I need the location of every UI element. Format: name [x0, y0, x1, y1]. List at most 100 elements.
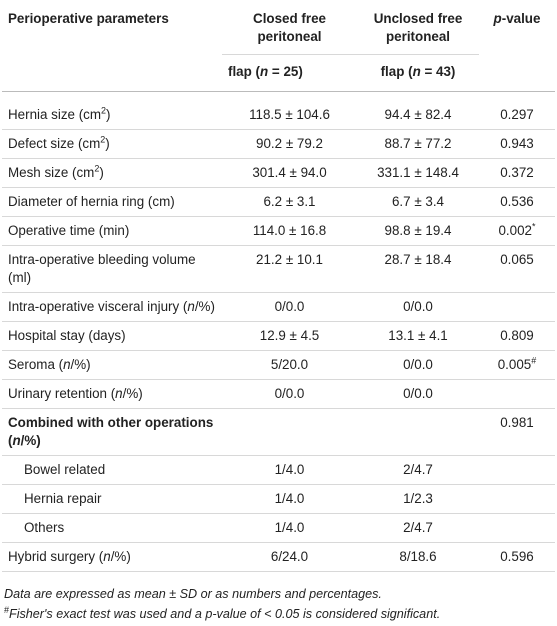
table-cell: Defect size (cm2)	[2, 130, 222, 159]
table-cell: Intra-operative visceral injury (n/%)	[2, 293, 222, 322]
text-run: n	[12, 433, 21, 448]
table-cell: Bowel related	[2, 456, 222, 485]
text-run: 0.297	[500, 107, 534, 122]
table-cell: 0.002*	[479, 217, 555, 246]
text-run: Perioperative parameters	[8, 11, 169, 26]
text-run: p	[493, 11, 502, 26]
text-run: 94.4 ± 82.4	[384, 107, 452, 122]
table-cell: 0.981	[479, 409, 555, 456]
text-run: Diameter of hernia ring (cm)	[8, 194, 175, 209]
text-run: 0.809	[500, 328, 534, 343]
text-run: flap (	[228, 64, 260, 79]
table-row: Intra-operative visceral injury (n/%) 0/0…	[2, 293, 555, 322]
text-run: flap (	[380, 64, 413, 79]
text-run: Combined with other operations (	[8, 415, 214, 448]
text-run: 2	[94, 163, 100, 174]
text-run: Bowel related	[24, 462, 106, 477]
table-cell: 0/0.0	[357, 293, 479, 322]
header-row: Perioperative parameters Closed free peri…	[2, 0, 555, 55]
text-run: 1/4.0	[274, 491, 305, 506]
table-cell: 0.297	[479, 92, 555, 130]
table-row: Urinary retention (n/%) 0/0.0 0/0.0	[2, 380, 555, 409]
table-cell	[479, 380, 555, 409]
table-cell	[479, 456, 555, 485]
table-cell: 0.372	[479, 159, 555, 188]
table-cell: 90.2 ± 79.2	[222, 130, 357, 159]
table-row: Intra-operative bleeding volume (ml) 21.2…	[2, 246, 555, 293]
text-run: Others	[24, 520, 65, 535]
table-cell	[479, 293, 555, 322]
text-run: )	[99, 165, 104, 180]
header-cell: flap (n = 25)	[222, 54, 357, 92]
text-run: Defect size (cm	[8, 136, 101, 151]
table-cell: 0.005#	[479, 351, 555, 380]
table-cell: 0.943	[479, 130, 555, 159]
table-cell: 0.809	[479, 322, 555, 351]
table-row: Hernia repair 1/4.0 1/2.3	[2, 485, 555, 514]
text-run: 0.943	[500, 136, 534, 151]
text-run: Mesh size (cm	[8, 165, 95, 180]
text-run: 12.9 ± 4.5	[259, 328, 320, 343]
text-run: 1/2.3	[403, 491, 433, 506]
text-run: 2/4.7	[403, 462, 433, 477]
table-cell: Hernia size (cm2)	[2, 92, 222, 130]
table-cell: 2/4.7	[357, 456, 479, 485]
table-cell: 1/2.3	[357, 485, 479, 514]
table: Perioperative parameters Closed free peri…	[2, 0, 555, 572]
table-cell: 0.065	[479, 246, 555, 293]
table-cell: 118.5 ± 104.6	[222, 92, 357, 130]
text-run: #	[4, 604, 10, 615]
table-body: Hernia size (cm2) 118.5 ± 104.6 94.4 ± 82.…	[2, 92, 555, 572]
text-run: /%)	[194, 299, 215, 314]
table-cell: 0/0.0	[357, 351, 479, 380]
text-run: 2	[101, 105, 107, 116]
table-cell: 21.2 ± 10.1	[222, 246, 357, 293]
footnotes: Data are expressed as mean ± SD or as nu…	[2, 584, 555, 626]
text-run: 90.2 ± 79.2	[256, 136, 323, 151]
text-run: Operative time (min)	[8, 223, 130, 238]
table-row: Seroma (n/%) 5/20.0 0/0.0 0.005#	[2, 351, 555, 380]
header-cell: Perioperative parameters	[2, 0, 222, 92]
table-cell: Seroma (n/%)	[2, 351, 222, 380]
table-cell: Hernia repair	[2, 485, 222, 514]
table-cell: 2/4.7	[357, 514, 479, 543]
table-cell: 13.1 ± 4.1	[357, 322, 479, 351]
table-cell: 331.1 ± 148.4	[357, 159, 479, 188]
text-run: Hernia repair	[24, 491, 102, 506]
table-cell: 8/18.6	[357, 543, 479, 572]
table-cell: Diameter of hernia ring (cm)	[2, 188, 222, 217]
text-run: 1/4.0	[274, 462, 305, 477]
table-cell: 1/4.0	[222, 514, 357, 543]
text-run: n	[187, 299, 195, 314]
table-cell: 12.9 ± 4.5	[222, 322, 357, 351]
text-run: 118.5 ± 104.6	[249, 107, 330, 122]
table-row: Others 1/4.0 2/4.7	[2, 514, 555, 543]
table-cell	[479, 514, 555, 543]
table-cell: 0.536	[479, 188, 555, 217]
table-cell: Combined with other operations (n/%)	[2, 409, 222, 456]
header-cell: flap (n = 43)	[357, 54, 479, 92]
text-run: 2/4.7	[403, 520, 433, 535]
footnote: Data are expressed as mean ± SD or as nu…	[4, 584, 555, 604]
table-cell: Urinary retention (n/%)	[2, 380, 222, 409]
text-run: 8/18.6	[399, 549, 437, 564]
text-run: 21.2 ± 10.1	[256, 252, 323, 267]
table-cell: Operative time (min)	[2, 217, 222, 246]
text-run: Unclosed free peritoneal	[373, 11, 463, 44]
text-run: 98.8 ± 19.4	[384, 223, 452, 238]
text-run: 0/0.0	[274, 299, 305, 314]
table-row: Operative time (min) 114.0 ± 16.8 98.8 ± 1…	[2, 217, 555, 246]
text-run: Hybrid surgery (	[8, 549, 104, 564]
footnote: #Fisher's exact test was used and a p-va…	[4, 604, 555, 624]
text-run: Urinary retention (	[8, 386, 116, 401]
table-cell: 28.7 ± 18.4	[357, 246, 479, 293]
text-run: = 43)	[420, 64, 456, 79]
table-row: Combined with other operations (n/%) 0.98…	[2, 409, 555, 456]
text-run: 0/0.0	[403, 386, 433, 401]
table-cell	[222, 409, 357, 456]
text-run: /%)	[70, 357, 91, 372]
text-run: 6.7 ± 3.4	[391, 194, 445, 209]
text-run: 331.1 ± 148.4	[377, 165, 459, 180]
table-row: Defect size (cm2) 90.2 ± 79.2 88.7 ± 77.2 0…	[2, 130, 555, 159]
table-cell: 88.7 ± 77.2	[357, 130, 479, 159]
